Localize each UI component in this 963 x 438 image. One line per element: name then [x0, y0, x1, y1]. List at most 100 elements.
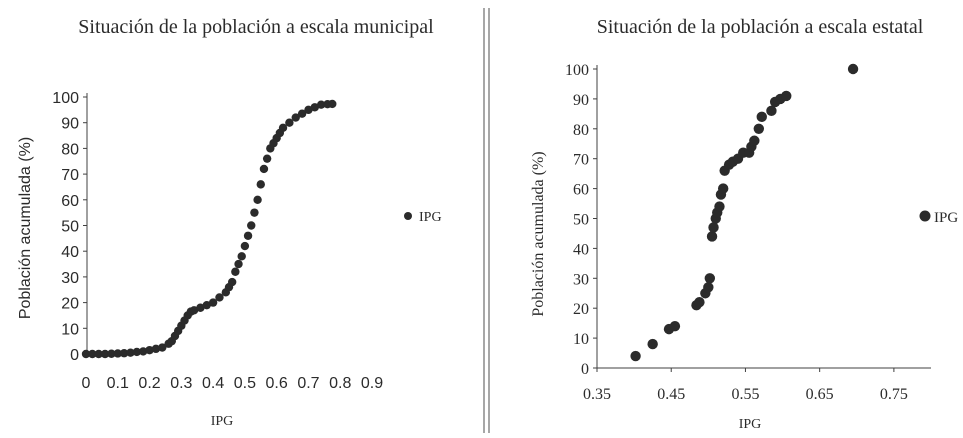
x-tick-label: 0.65	[806, 386, 834, 403]
data-point-municipal	[113, 349, 122, 358]
chart-estatal: Situación de la población a escala estat…	[530, 16, 958, 432]
x-tick-label: 0.6	[266, 375, 288, 392]
data-point-municipal	[227, 277, 237, 287]
x-tick-label: 0.5	[234, 375, 256, 392]
chart-title-municipal: Situación de la población a escala munic…	[78, 16, 434, 38]
data-point-estatal	[630, 350, 641, 362]
x-tick-label: 0.8	[329, 375, 351, 392]
data-point-municipal	[139, 347, 148, 356]
data-point-municipal	[202, 300, 211, 310]
data-point-municipal	[132, 347, 142, 357]
y-tick-label: 50	[61, 219, 79, 236]
data-point-municipal	[259, 164, 269, 174]
data-point-estatal	[704, 273, 716, 284]
data-point-municipal	[291, 113, 300, 122]
data-point-municipal	[310, 103, 319, 112]
data-point-municipal	[158, 343, 167, 352]
data-point-municipal	[196, 303, 205, 312]
data-point-municipal	[208, 298, 218, 307]
y-tick-label: 30	[573, 271, 589, 288]
x-tick-label: 0	[82, 375, 91, 392]
legend-label-estatal: IPG	[934, 210, 958, 226]
data-point-estatal	[669, 320, 681, 332]
y-tick-label: 10	[573, 331, 589, 348]
x-tick-label: 0.4	[202, 375, 224, 392]
x-tick-label: 0.9	[361, 375, 383, 392]
y-tick-label: 20	[573, 301, 589, 318]
y-tick-label: 40	[61, 244, 79, 261]
chart-municipal: Situación de la población a escala munic…	[17, 16, 442, 429]
y-tick-label: 100	[565, 62, 589, 79]
data-point-municipal	[119, 349, 129, 358]
x-tick-label: 0.2	[138, 375, 160, 392]
x-axis-label-municipal: IPG	[211, 414, 234, 429]
data-point-estatal	[694, 297, 705, 308]
legend-label-municipal: IPG	[419, 210, 442, 225]
data-point-municipal	[126, 348, 135, 357]
data-point-municipal	[304, 105, 313, 115]
data-point-municipal	[215, 293, 224, 302]
data-point-estatal	[706, 231, 718, 242]
legend-marker-estatal	[919, 210, 931, 222]
data-point-estatal	[708, 222, 719, 233]
data-point-estatal	[717, 183, 729, 194]
y-tick-label: 100	[52, 90, 79, 107]
x-tick-label: 0.3	[170, 375, 192, 392]
data-point-municipal	[278, 123, 288, 133]
axes-estatal: 0 10 20 30 40 50 60 70 80 90 100 0.35 0.45 0.55 0.65 0.…	[565, 62, 931, 403]
data-point-municipal	[285, 118, 294, 127]
x-tick-label: 0.1	[107, 375, 129, 392]
data-point-estatal	[766, 105, 777, 117]
legend-estatal: IPG	[919, 210, 958, 226]
data-point-municipal	[234, 259, 243, 269]
y-tick-label: 80	[573, 122, 589, 139]
y-tick-label: 90	[573, 92, 589, 109]
data-point-municipal	[240, 241, 250, 251]
data-point-municipal	[81, 349, 91, 359]
data-point-municipal	[231, 267, 240, 276]
data-point-estatal	[781, 90, 792, 102]
y-tick-label: 90	[61, 116, 79, 133]
y-tick-label: 50	[573, 212, 589, 229]
data-point-estatal	[749, 135, 760, 146]
data-point-municipal	[297, 109, 307, 118]
y-tick-label: 60	[61, 193, 79, 210]
data-point-municipal	[247, 221, 256, 230]
y-tick-label: 60	[573, 182, 589, 199]
data-point-estatal	[703, 282, 714, 293]
data-point-municipal	[328, 99, 337, 109]
data-point-municipal	[237, 252, 246, 261]
y-tick-label: 70	[61, 167, 79, 184]
y-tick-label: 30	[61, 270, 79, 287]
chart-title-estatal: Situación de la población a escala estat…	[597, 16, 924, 38]
data-point-municipal	[243, 231, 253, 240]
y-tick-label: 40	[573, 241, 589, 258]
data-point-municipal	[107, 349, 116, 358]
x-tick-label: 0.75	[880, 386, 908, 403]
data-point-municipal	[88, 349, 97, 359]
legend-municipal: IPG	[404, 210, 442, 225]
y-tick-label: 80	[61, 141, 79, 158]
data-point-estatal	[647, 338, 658, 350]
x-tick-label: 0.35	[583, 386, 611, 403]
y-axis-label-estatal: Población acumulada (%)	[530, 151, 547, 316]
data-point-municipal	[189, 306, 199, 315]
y-tick-label: 10	[61, 321, 79, 338]
data-point-municipal	[250, 208, 259, 217]
legend-marker-municipal	[404, 212, 412, 220]
y-axis-label-municipal: Población acumulada (%)	[17, 137, 34, 319]
data-point-municipal	[94, 349, 103, 359]
points-estatal	[630, 63, 859, 362]
data-point-municipal	[256, 180, 265, 189]
data-point-municipal	[145, 345, 154, 355]
data-point-municipal	[151, 344, 161, 354]
data-point-estatal	[714, 201, 725, 212]
data-point-municipal	[316, 100, 326, 109]
y-tick-label: 0	[581, 361, 589, 378]
y-tick-label: 70	[573, 152, 589, 169]
data-point-municipal	[100, 349, 110, 359]
x-tick-label: 0.55	[731, 386, 759, 403]
x-axis-label-estatal: IPG	[739, 417, 762, 432]
data-point-estatal	[847, 63, 859, 75]
